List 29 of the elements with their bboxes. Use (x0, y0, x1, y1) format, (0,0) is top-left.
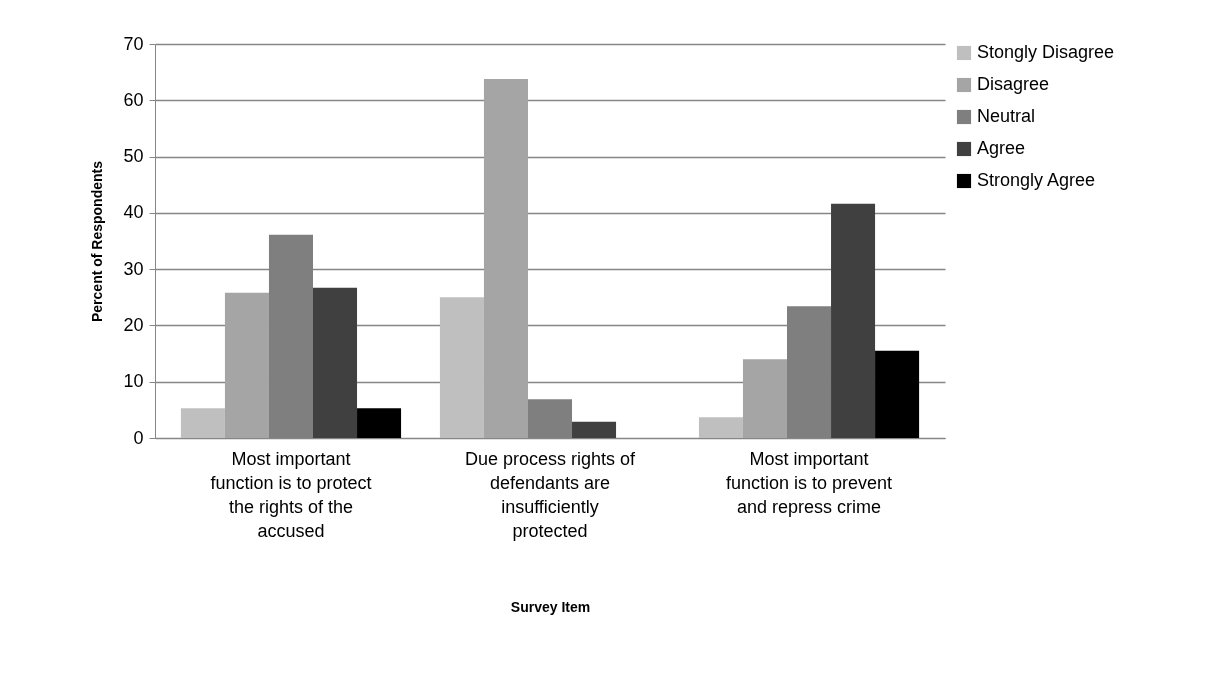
y-tick-label: 50 (123, 146, 144, 167)
bar (831, 203, 876, 438)
y-tick-label: 0 (133, 427, 144, 448)
y-tick-label: 10 (123, 371, 144, 392)
bar (439, 297, 484, 438)
bar (572, 421, 617, 438)
bar (224, 292, 269, 438)
legend-label: Disagree (977, 74, 1050, 94)
legend-label: Stongly Disagree (977, 42, 1115, 62)
x-tick-label: Most important function is to protect the rights of the accused (210, 448, 372, 541)
bar (357, 408, 402, 438)
legend-label: Neutral (977, 106, 1036, 126)
legend-label: Agree (977, 138, 1026, 158)
bar (742, 359, 787, 438)
x-axis-title: Survey Item (510, 598, 591, 615)
y-tick-label: 20 (123, 314, 144, 335)
bar (313, 287, 358, 438)
y-axis-title: Percent of Respondents (89, 160, 106, 323)
y-tick-label: 40 (123, 202, 144, 223)
bar (875, 350, 920, 438)
bar (483, 78, 528, 438)
y-tick-label: 70 (123, 33, 144, 54)
y-tick-label: 30 (123, 258, 144, 279)
bar (698, 417, 743, 438)
x-tick-label: Most important function is to prevent and repress crime (725, 448, 893, 517)
x-tick-label: Due process rights of defendants are insufficiently protected (464, 448, 637, 541)
y-tick-label: 60 (123, 89, 144, 110)
bar (180, 408, 225, 438)
legend-label: Strongly Agree (977, 170, 1096, 190)
